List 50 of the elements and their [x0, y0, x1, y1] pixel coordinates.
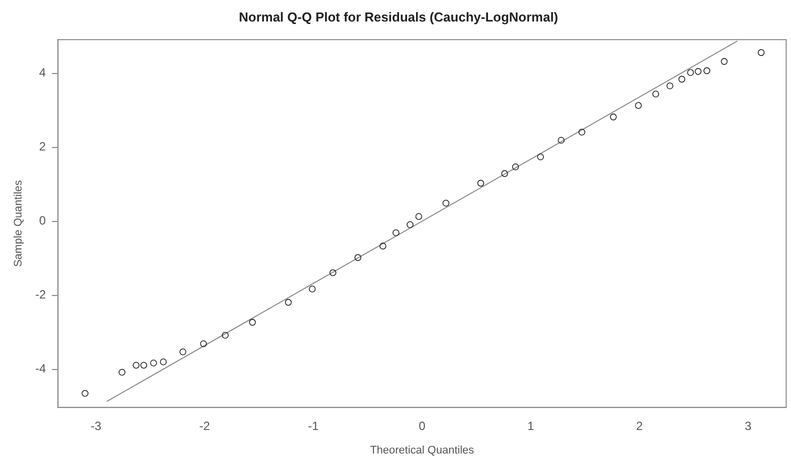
point [703, 67, 710, 74]
x-tick-label: 2 [636, 418, 644, 433]
y-tick-label: 0 [39, 214, 46, 228]
point [392, 229, 400, 236]
y-tick-label: 2 [39, 140, 46, 154]
point [308, 286, 316, 292]
x-tick-label: -1 [308, 418, 319, 433]
point [477, 180, 484, 187]
chart-title: Normal Q-Q Plot for Residuals (Cauchy-LogNormal) [238, 9, 558, 24]
point [512, 163, 519, 170]
point [380, 242, 386, 250]
y-tick-label: -4 [35, 362, 46, 376]
point [678, 76, 686, 83]
x-tick-label: 3 [744, 418, 752, 433]
point [652, 90, 660, 98]
point [329, 269, 336, 276]
point [82, 390, 88, 397]
y-tick-label: 4 [39, 66, 46, 80]
x-tick-label: 0 [418, 418, 426, 433]
point [150, 360, 157, 366]
point [132, 362, 140, 369]
x-axis-title: Theoretical Quantiles [370, 444, 474, 456]
point [118, 368, 126, 376]
point [578, 128, 586, 136]
x-tick-label: 1 [527, 418, 534, 433]
point [415, 213, 422, 220]
point [354, 254, 362, 261]
point [610, 114, 617, 120]
y-axis-title: Sample Quantiles [12, 180, 25, 267]
point [537, 153, 544, 160]
point [720, 58, 728, 65]
point [179, 348, 186, 356]
point [687, 69, 694, 76]
y-tick-label: -2 [35, 288, 46, 302]
point [666, 82, 674, 90]
x-tick-label: -3 [90, 418, 102, 433]
point [249, 318, 256, 326]
point [140, 362, 148, 369]
point [694, 68, 702, 75]
point [406, 221, 414, 228]
point [758, 49, 765, 56]
point [442, 200, 450, 207]
point [200, 340, 207, 348]
point [160, 358, 167, 366]
point [222, 332, 229, 339]
point [501, 170, 508, 177]
point [634, 102, 642, 109]
x-tick-label: -2 [199, 418, 210, 433]
point [558, 136, 565, 144]
point [284, 298, 292, 306]
